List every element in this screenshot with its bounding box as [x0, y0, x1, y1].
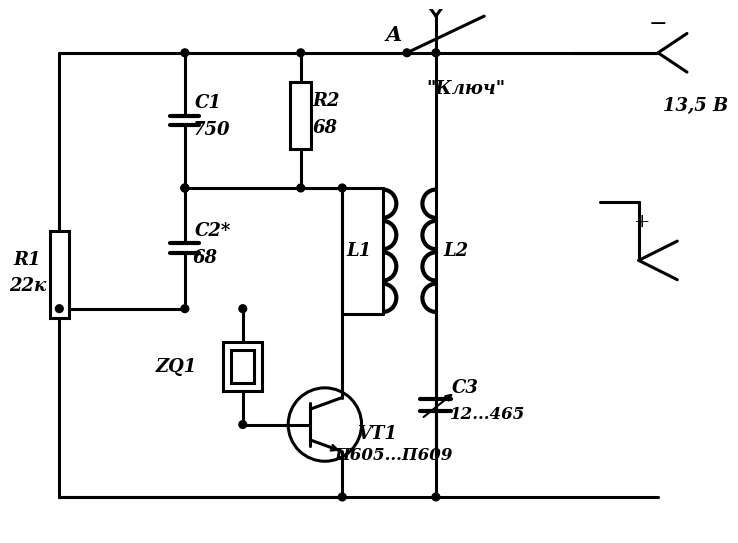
Text: 68: 68: [193, 249, 218, 267]
Circle shape: [432, 49, 440, 56]
Text: "Ключ": "Ключ": [427, 80, 506, 98]
Text: 12...465: 12...465: [449, 406, 525, 424]
Circle shape: [339, 493, 346, 501]
Text: +: +: [634, 213, 650, 231]
Circle shape: [181, 305, 189, 313]
Circle shape: [239, 305, 246, 313]
Text: R1: R1: [13, 251, 41, 269]
Text: 13,5 В: 13,5 В: [663, 97, 728, 115]
Text: VT1: VT1: [356, 425, 396, 443]
Text: C1: C1: [195, 94, 221, 112]
Text: 750: 750: [193, 121, 230, 139]
Text: A: A: [386, 26, 402, 46]
Circle shape: [403, 49, 411, 56]
Text: C2*: C2*: [195, 222, 231, 240]
Circle shape: [181, 184, 189, 192]
Text: 22к: 22к: [9, 277, 46, 295]
Text: П605...П609: П605...П609: [334, 447, 453, 464]
Text: R2: R2: [312, 92, 339, 110]
Circle shape: [181, 184, 189, 192]
Text: L2: L2: [444, 242, 469, 260]
Circle shape: [55, 305, 63, 313]
Circle shape: [297, 49, 305, 56]
Text: C3: C3: [452, 379, 478, 397]
Bar: [224, 343, 262, 391]
Circle shape: [297, 184, 305, 192]
Bar: [231, 350, 255, 383]
Bar: [49, 231, 69, 318]
Text: L1: L1: [346, 242, 371, 260]
Bar: [290, 82, 311, 149]
Text: −: −: [649, 13, 667, 35]
Circle shape: [239, 421, 246, 428]
Text: ZQ1: ZQ1: [156, 358, 197, 376]
Circle shape: [339, 184, 346, 192]
Circle shape: [181, 49, 189, 56]
Circle shape: [432, 493, 440, 501]
Text: 68: 68: [312, 119, 337, 137]
